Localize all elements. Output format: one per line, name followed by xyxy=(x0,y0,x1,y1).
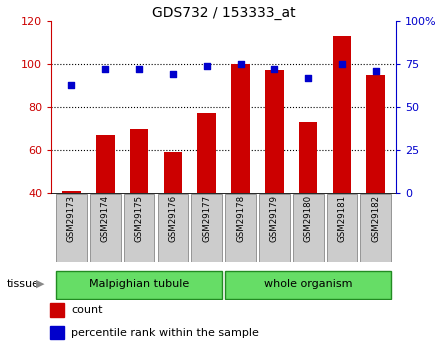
Text: GSM29173: GSM29173 xyxy=(67,195,76,243)
Bar xyxy=(49,304,64,317)
Bar xyxy=(164,152,182,279)
Text: GSM29180: GSM29180 xyxy=(303,195,313,243)
Text: percentile rank within the sample: percentile rank within the sample xyxy=(71,328,259,337)
Bar xyxy=(130,128,148,279)
Point xyxy=(237,61,244,67)
FancyBboxPatch shape xyxy=(360,194,391,262)
Bar xyxy=(299,122,317,279)
Text: count: count xyxy=(71,305,103,315)
FancyBboxPatch shape xyxy=(293,194,324,262)
Bar xyxy=(198,114,216,279)
Point xyxy=(271,66,278,72)
Bar xyxy=(96,135,114,279)
Text: GSM29176: GSM29176 xyxy=(168,195,178,243)
Point xyxy=(102,66,109,72)
Point xyxy=(170,71,177,77)
Point xyxy=(136,66,143,72)
Bar xyxy=(333,36,351,279)
FancyBboxPatch shape xyxy=(225,194,256,262)
Point xyxy=(372,68,379,73)
FancyBboxPatch shape xyxy=(158,194,188,262)
FancyBboxPatch shape xyxy=(56,271,222,298)
Text: ▶: ▶ xyxy=(36,279,44,289)
FancyBboxPatch shape xyxy=(191,194,222,262)
Bar xyxy=(231,64,250,279)
FancyBboxPatch shape xyxy=(327,194,357,262)
Text: GSM29179: GSM29179 xyxy=(270,195,279,242)
Text: Malpighian tubule: Malpighian tubule xyxy=(89,279,189,289)
Text: GSM29181: GSM29181 xyxy=(337,195,347,243)
Point xyxy=(338,61,345,67)
Bar xyxy=(265,70,283,279)
Text: GSM29174: GSM29174 xyxy=(101,195,110,243)
FancyBboxPatch shape xyxy=(124,194,154,262)
Bar xyxy=(49,326,64,339)
Point xyxy=(304,75,311,80)
Text: whole organism: whole organism xyxy=(264,279,352,289)
Point xyxy=(68,82,75,87)
FancyBboxPatch shape xyxy=(225,271,391,298)
Title: GDS732 / 153333_at: GDS732 / 153333_at xyxy=(152,6,295,20)
Text: GSM29175: GSM29175 xyxy=(134,195,144,243)
FancyBboxPatch shape xyxy=(259,194,290,262)
Text: GSM29178: GSM29178 xyxy=(236,195,245,243)
FancyBboxPatch shape xyxy=(90,194,121,262)
Bar xyxy=(62,191,81,279)
Text: GSM29177: GSM29177 xyxy=(202,195,211,243)
FancyBboxPatch shape xyxy=(56,194,87,262)
Bar xyxy=(367,75,385,279)
Text: tissue: tissue xyxy=(7,279,40,289)
Text: GSM29182: GSM29182 xyxy=(371,195,380,243)
Point xyxy=(203,63,210,68)
